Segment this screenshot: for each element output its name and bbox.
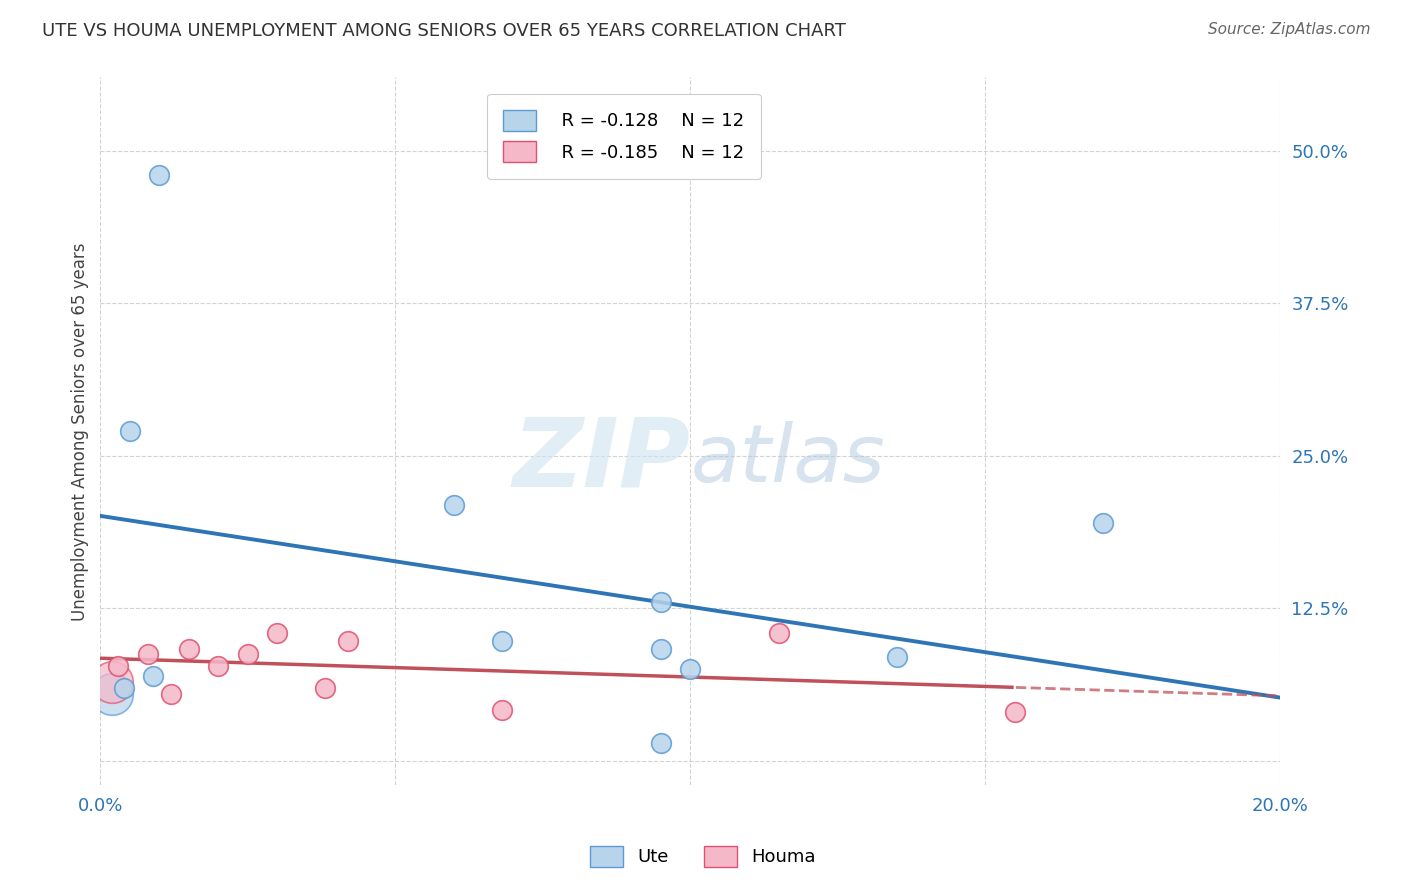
Point xyxy=(337,634,360,648)
Point xyxy=(443,498,465,512)
Point xyxy=(101,687,124,701)
Point xyxy=(491,703,513,717)
Point xyxy=(650,736,672,750)
Point xyxy=(491,634,513,648)
Point xyxy=(118,425,141,439)
Point xyxy=(886,650,908,665)
Point xyxy=(314,681,336,695)
Point xyxy=(236,647,259,661)
Point xyxy=(768,625,790,640)
Point xyxy=(101,674,124,689)
Point xyxy=(136,647,159,661)
Point xyxy=(112,681,135,695)
Point xyxy=(107,658,129,673)
Text: Source: ZipAtlas.com: Source: ZipAtlas.com xyxy=(1208,22,1371,37)
Legend:   R = -0.128    N = 12,   R = -0.185    N = 12: R = -0.128 N = 12, R = -0.185 N = 12 xyxy=(486,94,761,178)
Point xyxy=(650,595,672,609)
Text: UTE VS HOUMA UNEMPLOYMENT AMONG SENIORS OVER 65 YEARS CORRELATION CHART: UTE VS HOUMA UNEMPLOYMENT AMONG SENIORS … xyxy=(42,22,846,40)
Point xyxy=(148,168,170,182)
Text: atlas: atlas xyxy=(690,421,886,499)
Point xyxy=(1092,516,1115,530)
Point xyxy=(679,663,702,677)
Point xyxy=(266,625,288,640)
Point xyxy=(650,641,672,656)
Point xyxy=(1004,705,1026,719)
Point xyxy=(177,641,200,656)
Legend: Ute, Houma: Ute, Houma xyxy=(583,838,823,874)
Y-axis label: Unemployment Among Seniors over 65 years: Unemployment Among Seniors over 65 years xyxy=(72,243,89,621)
Text: ZIP: ZIP xyxy=(512,413,690,507)
Point xyxy=(160,687,183,701)
Point xyxy=(207,658,229,673)
Point xyxy=(142,668,165,682)
